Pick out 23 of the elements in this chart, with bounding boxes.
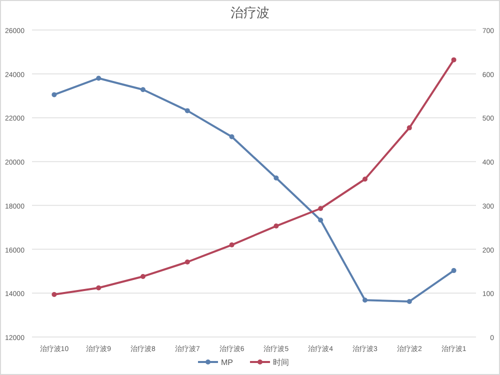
point [184, 108, 190, 114]
point [362, 176, 368, 182]
point [52, 92, 57, 98]
point [140, 274, 146, 279]
point [318, 206, 324, 211]
legend-label: 时间 [273, 358, 289, 367]
point [362, 298, 368, 303]
point [140, 87, 146, 92]
point [229, 242, 234, 248]
legend-label: MP [221, 358, 233, 367]
point [451, 268, 456, 274]
point [52, 292, 57, 297]
point [274, 176, 279, 181]
point [229, 134, 234, 140]
point [274, 224, 279, 229]
chart-title: 治疗波 [230, 5, 270, 20]
point [406, 125, 412, 130]
point [406, 298, 412, 304]
point [184, 260, 190, 265]
point [318, 218, 324, 223]
point [451, 57, 456, 62]
point [96, 76, 102, 81]
point [96, 285, 102, 290]
